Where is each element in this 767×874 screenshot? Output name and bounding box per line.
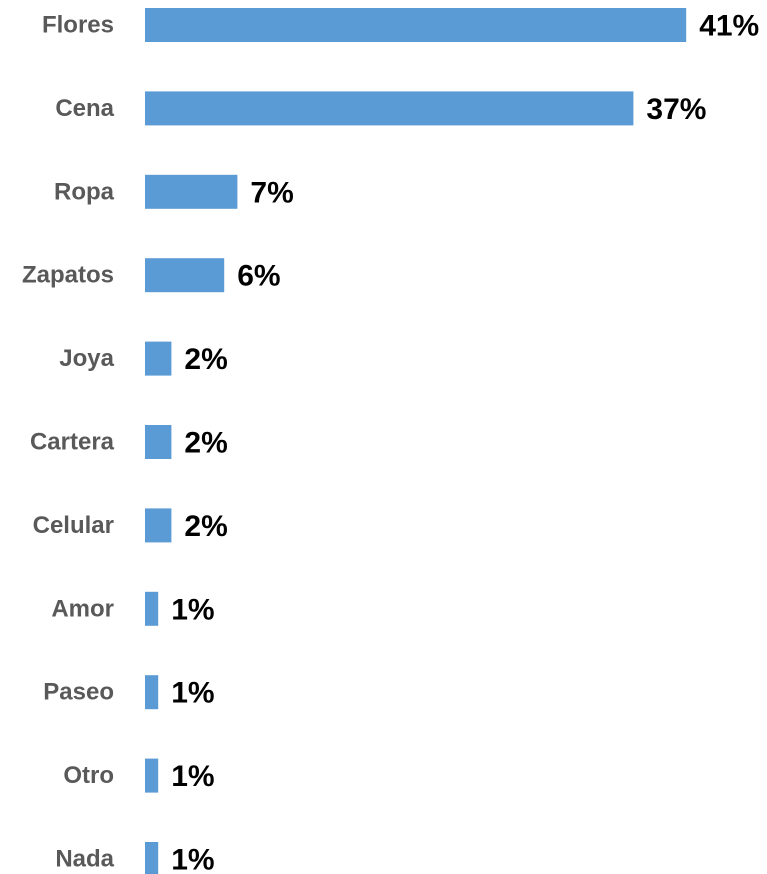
bar <box>145 675 159 710</box>
bar <box>145 425 172 459</box>
category-label: Ropa <box>54 178 115 205</box>
bar <box>145 591 159 626</box>
data-label: 37% <box>646 93 706 126</box>
data-label: 1% <box>171 677 214 710</box>
bar <box>145 341 172 376</box>
category-label: Joya <box>59 345 114 372</box>
category-label: Zapatos <box>22 262 114 289</box>
category-label: Flores <box>42 12 114 39</box>
category-label: Nada <box>55 846 114 873</box>
bar <box>145 174 238 209</box>
data-label: 2% <box>184 343 227 376</box>
bar <box>145 842 159 874</box>
data-label: 1% <box>171 760 214 793</box>
data-label: 1% <box>171 844 214 874</box>
bar <box>145 8 687 42</box>
bar <box>145 91 634 126</box>
bar <box>145 508 172 543</box>
data-label: 7% <box>250 176 293 209</box>
data-label: 6% <box>237 260 280 293</box>
category-label: Cartera <box>30 429 115 456</box>
data-label: 2% <box>184 510 227 543</box>
category-label: Otro <box>63 762 114 789</box>
category-label: Paseo <box>43 679 114 706</box>
bar <box>145 258 225 293</box>
bar <box>145 758 159 793</box>
category-label: Amor <box>51 595 114 622</box>
data-label: 41% <box>699 10 759 43</box>
category-label: Celular <box>33 512 114 539</box>
category-label: Cena <box>55 95 114 122</box>
data-label: 2% <box>184 427 227 460</box>
data-label: 1% <box>171 593 214 626</box>
